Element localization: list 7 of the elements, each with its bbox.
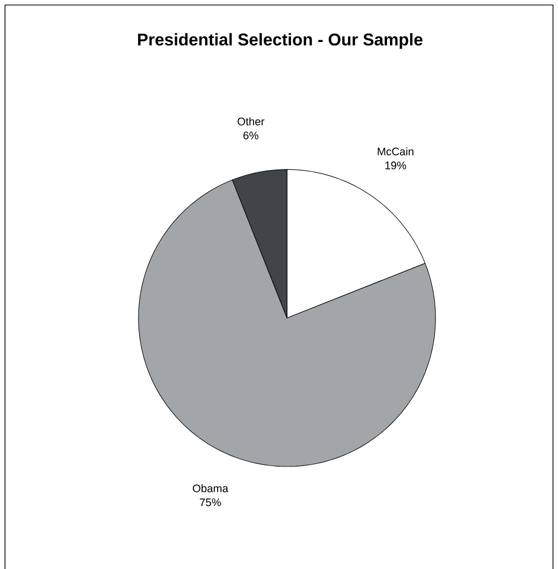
data-label: 19% — [385, 162, 406, 170]
slice-label: McCain — [378, 147, 414, 156]
slice-label: Other — [238, 117, 264, 126]
data-label: 6% — [243, 132, 258, 140]
data-label: 75% — [200, 498, 221, 506]
slice-label: Obama — [192, 484, 228, 492]
chart-title: Presidential Selection - Our Sample — [138, 33, 422, 49]
